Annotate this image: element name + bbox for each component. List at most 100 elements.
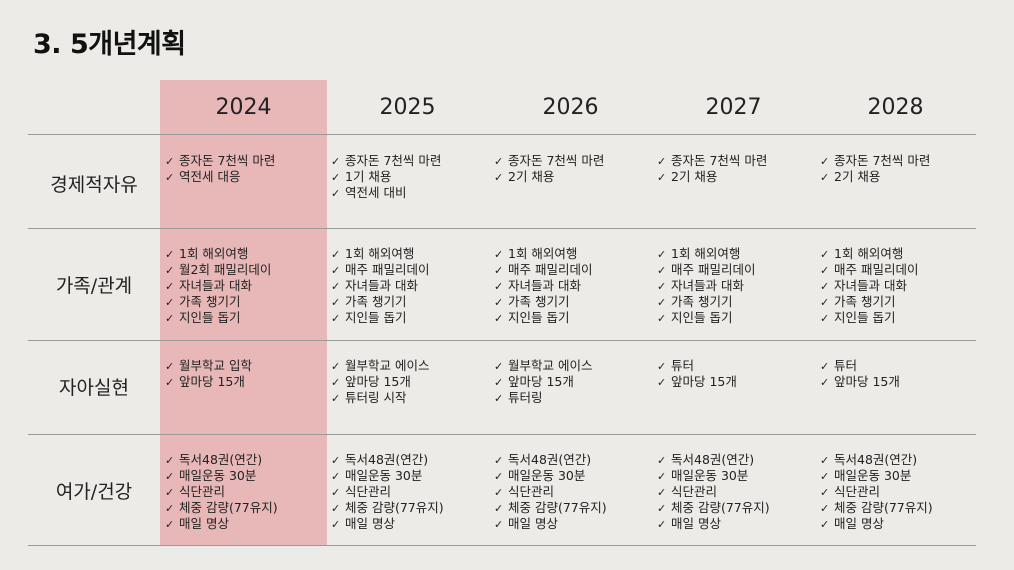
plan-cell: ✓ 종자돈 7천씩 마련 ✓ 역전세 대응 (165, 153, 325, 185)
checklist: ✓ 종자돈 7천씩 마련 ✓ 2기 채용 (820, 153, 980, 185)
table-divider (28, 228, 976, 229)
list-item: ✓ 가족 챙기기 (331, 294, 491, 310)
plan-cell: ✓ 종자돈 7천씩 마련 ✓ 2기 채용 (820, 153, 980, 185)
check-icon: ✓ (494, 360, 504, 373)
list-item-text: 종자돈 7천씩 마련 (834, 153, 931, 168)
list-item: ✓ 지인들 돕기 (165, 310, 325, 326)
list-item-text: 역전세 대비 (345, 185, 407, 200)
year-header-2025: 2025 (379, 95, 436, 120)
list-item-text: 식단관리 (834, 484, 881, 499)
check-icon: ✓ (165, 502, 175, 515)
check-icon: ✓ (165, 296, 175, 309)
list-item: ✓ 가족 챙기기 (657, 294, 817, 310)
table-divider (28, 340, 976, 341)
check-icon: ✓ (494, 486, 504, 499)
list-item: ✓ 2기 채용 (494, 169, 654, 185)
list-item: ✓ 독서48권(연간) (331, 452, 491, 468)
list-item: ✓ 자녀들과 대화 (494, 278, 654, 294)
check-icon: ✓ (494, 470, 504, 483)
check-icon: ✓ (657, 171, 667, 184)
list-item-text: 체중 감량(77유지) (508, 500, 607, 515)
check-icon: ✓ (820, 280, 830, 293)
list-item-text: 앞마당 15개 (345, 374, 411, 389)
plan-cell: ✓ 독서48권(연간) ✓ 매일운동 30분 ✓ 식단관리 ✓ 체중 감량(77유지) ✓ 매일 … (820, 452, 980, 532)
list-item-text: 매일 명상 (179, 516, 229, 531)
list-item: ✓ 종자돈 7천씩 마련 (820, 153, 980, 169)
row-label: 가족/관계 (55, 275, 133, 297)
list-item: ✓ 앞마당 15개 (820, 374, 980, 390)
list-item-text: 가족 챙기기 (834, 294, 896, 309)
check-icon: ✓ (165, 248, 175, 261)
list-item: ✓ 튜터 (820, 358, 980, 374)
list-item-text: 앞마당 15개 (179, 374, 245, 389)
list-item-text: 튜터 (834, 358, 858, 373)
list-item: ✓ 월부학교 입학 (165, 358, 325, 374)
list-item-text: 튜터 (671, 358, 695, 373)
check-icon: ✓ (331, 187, 341, 200)
check-icon: ✓ (657, 376, 667, 389)
list-item: ✓ 매주 패밀리데이 (494, 262, 654, 278)
check-icon: ✓ (820, 376, 830, 389)
list-item: ✓ 매일운동 30분 (494, 468, 654, 484)
check-icon: ✓ (657, 502, 667, 515)
list-item: ✓ 앞마당 15개 (657, 374, 817, 390)
check-icon: ✓ (820, 486, 830, 499)
checklist: ✓ 독서48권(연간) ✓ 매일운동 30분 ✓ 식단관리 ✓ 체중 감량(77유지) ✓ 매일 … (331, 452, 491, 532)
check-icon: ✓ (494, 376, 504, 389)
check-icon: ✓ (820, 502, 830, 515)
check-icon: ✓ (820, 296, 830, 309)
list-item: ✓ 튜터 (657, 358, 817, 374)
check-icon: ✓ (165, 312, 175, 325)
check-icon: ✓ (494, 171, 504, 184)
check-icon: ✓ (657, 155, 667, 168)
list-item-text: 자녀들과 대화 (179, 278, 252, 293)
check-icon: ✓ (165, 171, 175, 184)
list-item-text: 역전세 대응 (179, 169, 241, 184)
list-item: ✓ 앞마당 15개 (165, 374, 325, 390)
check-icon: ✓ (494, 296, 504, 309)
list-item-text: 매일 명상 (671, 516, 721, 531)
list-item-text: 매주 패밀리데이 (671, 262, 756, 277)
table-divider (28, 134, 976, 135)
check-icon: ✓ (657, 248, 667, 261)
list-item-text: 앞마당 15개 (834, 374, 900, 389)
list-item: ✓ 가족 챙기기 (165, 294, 325, 310)
list-item: ✓ 체중 감량(77유지) (331, 500, 491, 516)
list-item-text: 월부학교 에이스 (345, 358, 430, 373)
list-item-text: 지인들 돕기 (508, 310, 570, 325)
check-icon: ✓ (820, 312, 830, 325)
checklist: ✓ 종자돈 7천씩 마련 ✓ 역전세 대응 (165, 153, 325, 185)
list-item-text: 1기 채용 (345, 169, 392, 184)
check-icon: ✓ (820, 518, 830, 531)
list-item-text: 가족 챙기기 (179, 294, 241, 309)
check-icon: ✓ (331, 264, 341, 277)
list-item: ✓ 매일 명상 (494, 516, 654, 532)
list-item: ✓ 튜터링 시작 (331, 390, 491, 406)
list-item-text: 지인들 돕기 (671, 310, 733, 325)
check-icon: ✓ (494, 155, 504, 168)
list-item: ✓ 역전세 대비 (331, 185, 491, 201)
list-item-text: 매주 패밀리데이 (508, 262, 593, 277)
list-item-text: 앞마당 15개 (671, 374, 737, 389)
list-item: ✓ 역전세 대응 (165, 169, 325, 185)
list-item: ✓ 1회 해외여행 (494, 246, 654, 262)
check-icon: ✓ (494, 312, 504, 325)
check-icon: ✓ (657, 312, 667, 325)
list-item-text: 가족 챙기기 (345, 294, 407, 309)
list-item-text: 자녀들과 대화 (671, 278, 744, 293)
checklist: ✓ 월부학교 입학 ✓ 앞마당 15개 (165, 358, 325, 390)
list-item-text: 매주 패밀리데이 (345, 262, 430, 277)
list-item: ✓ 1회 해외여행 (165, 246, 325, 262)
checklist: ✓ 종자돈 7천씩 마련 ✓ 2기 채용 (494, 153, 654, 185)
checklist: ✓ 월부학교 에이스 ✓ 앞마당 15개 ✓ 튜터링 (494, 358, 654, 406)
list-item-text: 독서48권(연간) (508, 452, 592, 467)
page-title: 3. 5개년계획 (33, 29, 186, 60)
list-item-text: 독서48권(연간) (345, 452, 429, 467)
list-item-text: 종자돈 7천씩 마련 (671, 153, 768, 168)
check-icon: ✓ (820, 454, 830, 467)
list-item: ✓ 식단관리 (820, 484, 980, 500)
list-item-text: 매주 패밀리데이 (834, 262, 919, 277)
check-icon: ✓ (494, 264, 504, 277)
check-icon: ✓ (494, 454, 504, 467)
plan-cell: ✓ 독서48권(연간) ✓ 매일운동 30분 ✓ 식단관리 ✓ 체중 감량(77유지) ✓ 매일 … (165, 452, 325, 532)
